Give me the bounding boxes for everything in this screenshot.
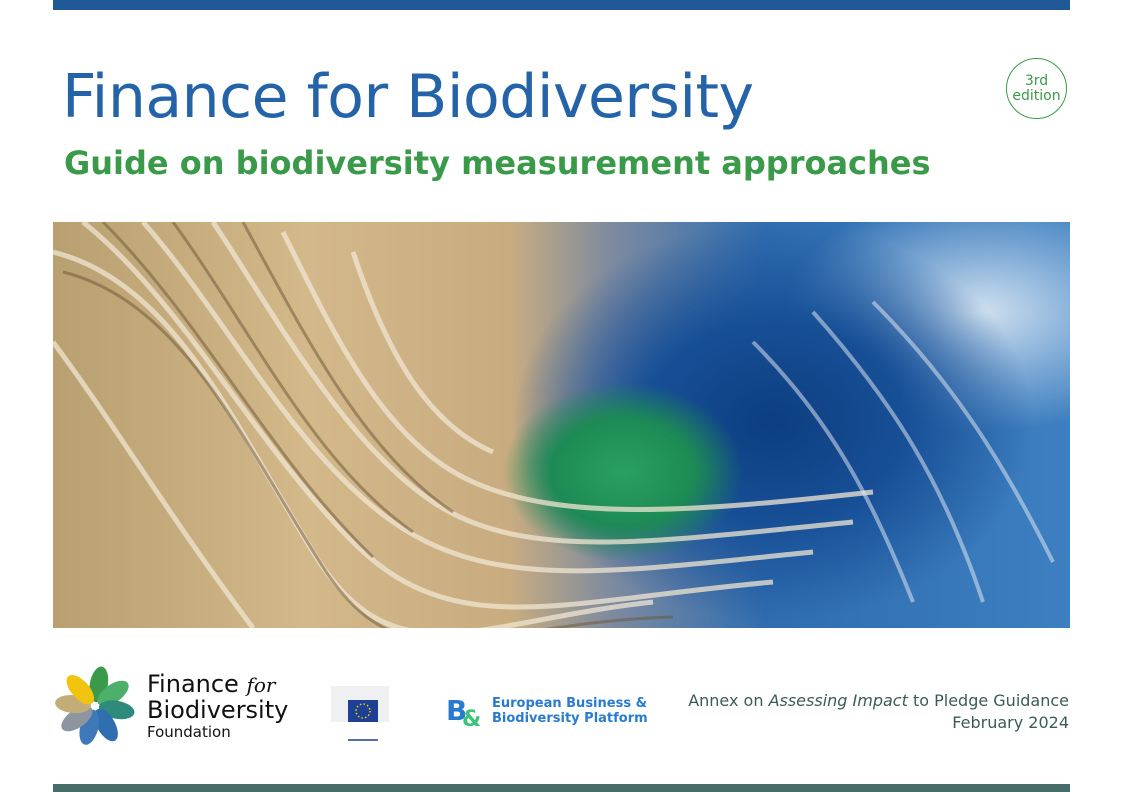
eu-flag-icon: [331, 686, 389, 741]
annex-italic: Assessing Impact: [768, 691, 908, 710]
edition-badge: 3rd edition: [1006, 58, 1067, 119]
european-commission-logo: [331, 682, 389, 742]
svg-text:B: B: [446, 694, 467, 727]
ebbp-name-line2: Biodiversity Platform: [492, 711, 648, 726]
annex-suffix: to Pledge Guidance: [907, 691, 1069, 710]
edition-number: 3rd: [1024, 72, 1049, 89]
bb-logo-icon: B &: [446, 694, 481, 728]
finance-for-biodiversity-foundation-logo: Finance for Biodiversity Foundation: [55, 666, 288, 746]
annex-info: Annex on Assessing Impact to Pledge Guid…: [688, 690, 1069, 734]
document-title: Finance for Biodiversity: [62, 62, 754, 132]
top-bar: [53, 0, 1070, 10]
fbf-name-finance: Finance: [147, 669, 239, 698]
fbf-name-biodiversity: Biodiversity: [147, 695, 289, 724]
svg-text:&: &: [462, 707, 481, 728]
bottom-bar: [53, 784, 1070, 792]
annex-prefix: Annex on: [688, 691, 769, 710]
mine-terraces-illustration: [53, 222, 1055, 628]
european-business-biodiversity-platform-logo: B & European Business & Biodiversity Pla…: [446, 694, 648, 728]
fbf-name-for: for: [246, 672, 276, 697]
publication-date: February 2024: [952, 713, 1069, 732]
cover-photo-open-pit-mine: [53, 222, 1070, 628]
ebbp-name-line1: European Business &: [492, 696, 647, 711]
fbf-name-foundation: Foundation: [147, 722, 231, 741]
document-subtitle: Guide on biodiversity measurement approa…: [64, 144, 931, 182]
edition-label: edition: [1012, 87, 1061, 104]
flower-logo-icon: [55, 666, 135, 745]
